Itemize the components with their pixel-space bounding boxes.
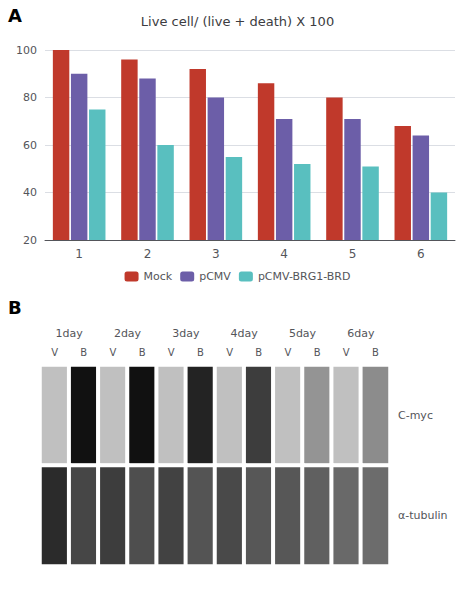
svg-text:60: 60 [23,139,37,152]
svg-text:B: B [255,347,262,358]
svg-text:V: V [168,347,175,358]
svg-text:V: V [284,347,291,358]
svg-text:V: V [226,347,233,358]
svg-text:4: 4 [280,247,288,261]
svg-text:100: 100 [16,44,37,57]
svg-text:C-myc: C-myc [398,409,433,422]
svg-text:Mock: Mock [144,270,173,283]
svg-text:B: B [139,347,146,358]
svg-text:2: 2 [144,247,152,261]
svg-text:B: B [80,347,87,358]
svg-text:1: 1 [75,247,83,261]
svg-text:B: B [8,297,22,318]
svg-text:40: 40 [23,186,37,199]
svg-text:A: A [8,5,22,26]
svg-text:5day: 5day [289,327,317,340]
svg-text:3day: 3day [172,327,200,340]
svg-text:α-tubulin: α-tubulin [398,509,448,522]
svg-text:B: B [314,347,321,358]
svg-text:B: B [197,347,204,358]
svg-text:2day: 2day [114,327,142,340]
svg-text:V: V [109,347,116,358]
svg-text:B: B [372,347,379,358]
svg-text:6: 6 [417,247,425,261]
svg-text:pCMV-BRG1-BRD: pCMV-BRG1-BRD [258,270,351,283]
svg-text:V: V [51,347,58,358]
svg-text:20: 20 [23,234,37,247]
svg-text:pCMV: pCMV [199,270,231,283]
svg-text:Live cell/ (live + death) X 10: Live cell/ (live + death) X 100 [141,14,334,29]
svg-text:5: 5 [349,247,357,261]
svg-text:80: 80 [23,91,37,104]
svg-text:3: 3 [212,247,220,261]
svg-text:1day: 1day [56,327,84,340]
svg-text:6day: 6day [347,327,375,340]
svg-text:V: V [343,347,350,358]
svg-text:4day: 4day [231,327,259,340]
